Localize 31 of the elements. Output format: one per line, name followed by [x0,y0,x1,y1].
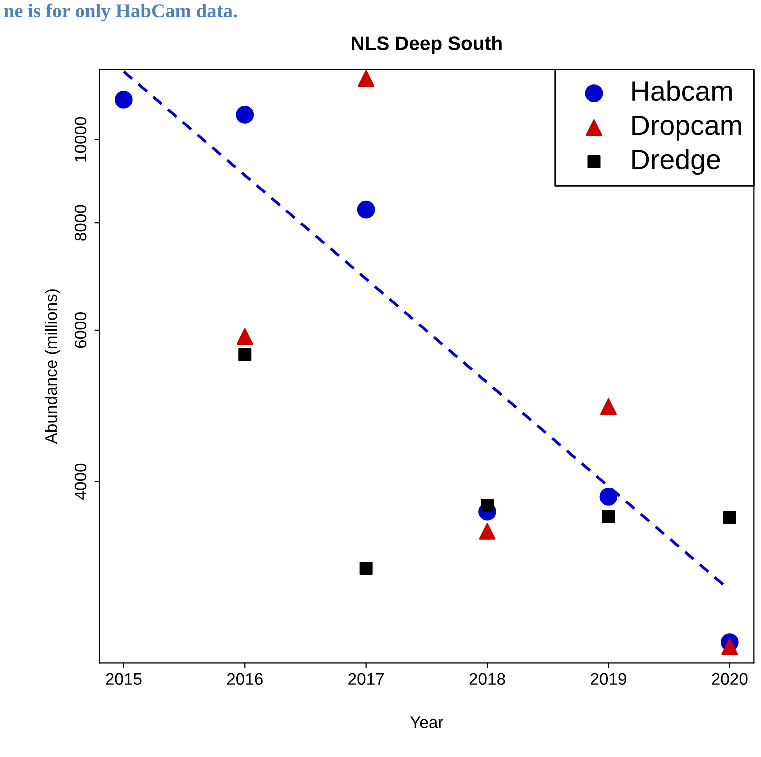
point [602,510,616,524]
text: ne is for only HabCam data. [4,4,238,22]
legend-label: Habcam [632,80,732,102]
point [600,488,618,506]
x-tick-label: 2015 [106,673,142,686]
point [360,562,373,576]
legend-label: Dropcam [632,116,742,141]
y-tick-label: 10000 [74,117,87,162]
point [115,90,133,109]
x-axis-title: Year [410,716,444,728]
point [236,106,254,124]
point [236,328,254,346]
point [357,200,376,219]
x-tick-label: 2016 [227,673,263,686]
y-axis-title: Abundance (millions) [45,290,61,444]
x-tick-label: 2019 [591,673,626,686]
point [481,499,494,512]
point [479,523,496,540]
x-tick-label: 2017 [348,673,384,686]
legend-label: Dredge [632,149,720,176]
point [238,348,252,362]
x-tick-label: 2020 [712,673,748,686]
chart-title: NLS Deep South [352,36,502,54]
point [600,398,618,416]
y-tick-label: 8000 [74,205,87,241]
point [358,70,375,88]
y-tick-label: 6000 [74,312,87,348]
point [723,511,736,524]
x-tick-label: 2018 [470,673,506,686]
point [722,638,738,656]
y-tick-label: 4000 [74,464,87,500]
